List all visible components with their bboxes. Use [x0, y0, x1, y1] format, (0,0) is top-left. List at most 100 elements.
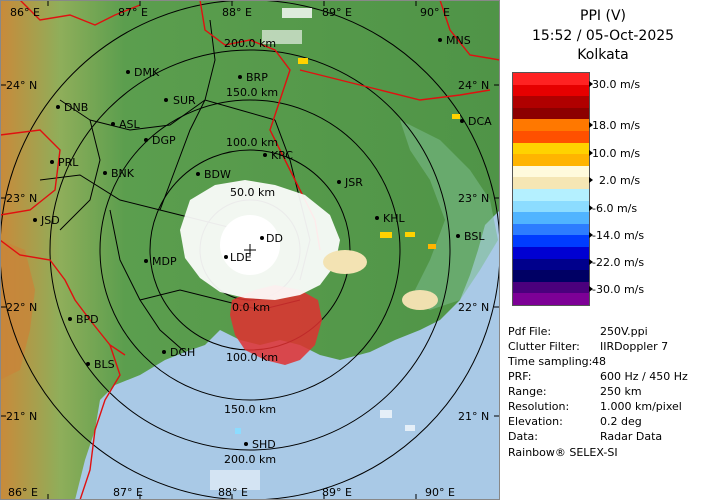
range-label-100-top: 100.0 km [226, 136, 278, 149]
info-row-range: Range: 250 km [508, 385, 642, 398]
city-label-khl: KHL [383, 212, 405, 225]
info-value: 250 km [600, 385, 642, 398]
city-label-dgh: DGH [170, 346, 195, 359]
highland-area [0, 240, 35, 380]
colorbar-label-30: 30.0 m/s [592, 78, 641, 91]
info-value: Radar Data [600, 430, 663, 443]
colorbar-swatch [513, 154, 589, 167]
city-markers [33, 38, 464, 446]
colorbar-swatch [513, 258, 589, 271]
colorbar-swatch [513, 281, 589, 294]
info-label: Clutter Filter: [508, 340, 580, 353]
lat-label-21-left: 21° N [6, 410, 37, 423]
colorbar-label-18: 18.0 m/s [592, 119, 641, 132]
city-label-dmk: DMK [134, 66, 160, 79]
colorbar-swatch [513, 223, 589, 236]
colorbar-tick [589, 122, 593, 128]
city-label-asl: ASL [119, 118, 141, 131]
range-ring-150 [99, 99, 401, 401]
city-label-brp: BRP [246, 71, 268, 84]
range-ring-200 [49, 49, 451, 451]
info-row-prf: PRF: 600 Hz / 450 Hz [508, 370, 688, 383]
city-label-bnk: BNK [111, 167, 135, 180]
lon-label-90-bottom: 90° E [425, 486, 455, 499]
colorbar-tick [589, 232, 593, 238]
colorbar-swatch [513, 107, 589, 120]
city-label-dnb: DNB [64, 101, 88, 114]
colorbar-swatch [513, 200, 589, 213]
info-value: 250V.ppi [600, 325, 648, 338]
info-label: Range: [508, 385, 547, 398]
colorbar-swatch [513, 73, 589, 86]
info-row-resolution: Resolution: 1.000 km/pixel [508, 400, 682, 413]
velocity-colorbar [512, 72, 590, 306]
city-label-jsr: JSR [344, 176, 363, 189]
colorbar-swatch [513, 270, 589, 283]
colorbar-tick [589, 150, 593, 156]
city-label-jsd: JSD [40, 214, 60, 227]
info-value: 600 Hz / 450 Hz [600, 370, 688, 383]
colorbar-label-neg22: -22.0 m/s [592, 256, 645, 269]
echoes [210, 8, 460, 490]
lon-label-89-bottom: 89° E [322, 486, 352, 499]
colorbar-swatch [513, 96, 589, 109]
range-label-200-bottom: 200.0 km [224, 453, 276, 466]
range-label-200-top: 200.0 km [224, 37, 276, 50]
lon-label-87-bottom: 87° E [113, 486, 143, 499]
info-row-clutter-filter: Clutter Filter: IIRDoppler 7 [508, 340, 668, 353]
lon-label-89-top: 89° E [322, 6, 352, 19]
product-title: PPI (V) [580, 8, 626, 24]
colorbar-swatch [513, 84, 589, 97]
info-row-elevation: Elevation: 0.2 deg [508, 415, 642, 428]
city-label-mns: MNS [446, 34, 471, 47]
lat-label-22-right: 22° N [458, 301, 489, 314]
city-label-lde: LDE [230, 251, 252, 264]
info-label: Pdf File: [508, 325, 552, 338]
lat-label-22-left: 22° N [6, 301, 37, 314]
city-label-sur: SUR [173, 94, 196, 107]
info-panel: PPI (V) 15:52 / 05-Oct-2025 Kolkata 30.0… [500, 0, 706, 500]
colorbar-swatch [513, 212, 589, 225]
range-label-100-bottom: 100.0 km [226, 351, 278, 364]
colorbar-swatch [513, 247, 589, 260]
colorbar-swatch [513, 165, 589, 178]
range-rings [0, 0, 500, 500]
colorbar-tick [589, 177, 593, 183]
city-label-bsl: BSL [464, 230, 485, 243]
lat-label-23-left: 23° N [6, 192, 37, 205]
info-label: Elevation: [508, 415, 563, 428]
lat-label-23-right: 23° N [458, 192, 489, 205]
city-label-dd: DD [266, 232, 283, 245]
colorbar-swatch [513, 235, 589, 248]
lon-label-88-top: 88° E [222, 6, 252, 19]
city-label-shd: SHD [252, 438, 276, 451]
lon-label-88-bottom: 88° E [218, 486, 248, 499]
info-label: Data: [508, 430, 538, 443]
info-label: PRF: [508, 370, 532, 383]
lat-label-24-right: 24° N [458, 79, 489, 92]
colorbar-swatch [513, 119, 589, 132]
city-label-mdp: MDP [152, 255, 177, 268]
city-label-bls: BLS [94, 358, 115, 371]
colorbar-tick [589, 205, 593, 211]
delta-region [230, 285, 322, 365]
radar-map: 86° E 87° E 88° E 89° E 90° E 86° E 87° … [0, 0, 500, 500]
info-value: 0.2 deg [600, 415, 642, 428]
info-value: 1.000 km/pixel [600, 400, 682, 413]
lon-label-86-top: 86° E [10, 6, 40, 19]
colorbar-tick [589, 286, 593, 292]
range-label-150-bottom: 150.0 km [224, 403, 276, 416]
info-row-time-sampling: Time sampling: 48 [508, 355, 606, 368]
city-label-prl: PRL [58, 156, 79, 169]
range-label-150-top: 150.0 km [226, 86, 278, 99]
colorbar-label-neg30: -30.0 m/s [592, 283, 645, 296]
station-title: Kolkata [577, 47, 629, 63]
colorbar-swatch [513, 131, 589, 144]
city-label-bdw: BDW [204, 168, 231, 181]
range-label-0: 0.0 km [232, 301, 270, 314]
info-row-pdf-file: Pdf File: 250V.ppi [508, 325, 648, 338]
info-label: Resolution: [508, 400, 570, 413]
colorbar-label-neg6: -6.0 m/s [592, 202, 638, 215]
city-label-krc: KRC [271, 149, 293, 162]
colorbar-tick [589, 259, 593, 265]
